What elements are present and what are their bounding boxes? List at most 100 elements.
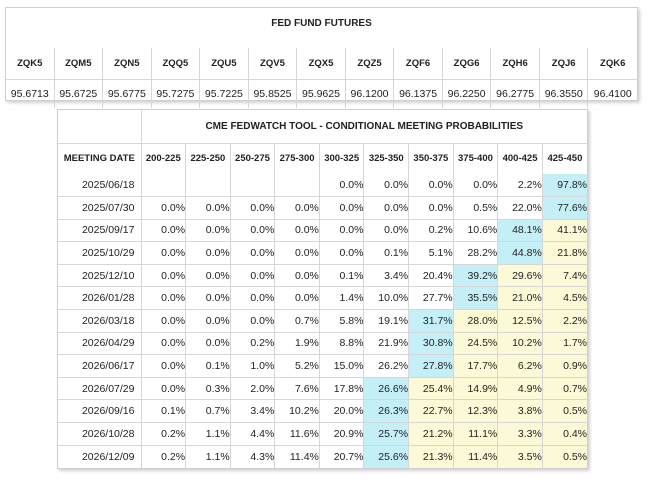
contract-code: ZQG6: [443, 48, 492, 79]
probability-cell: 20.0%: [318, 399, 365, 424]
probability-cell: [185, 174, 231, 198]
probability-cell: 0.0%: [140, 309, 187, 333]
probability-cell: 1.1%: [185, 422, 231, 446]
probability-cell: 5.8%: [318, 309, 365, 333]
probability-cell: 97.8%: [541, 174, 587, 198]
probability-cell: 0.1%: [185, 354, 231, 378]
probability-cell: 0.9%: [541, 354, 587, 378]
contract-price: 95.7275: [152, 80, 201, 108]
probability-cell: 0.5%: [541, 399, 587, 424]
probability-cell: 0.0%: [274, 218, 320, 243]
probability-cell: 4.5%: [541, 286, 587, 311]
fedwatch-title-row: CME FEDWATCH TOOL - CONDITIONAL MEETING …: [58, 110, 587, 144]
title-spacer-cell: [58, 110, 142, 144]
probability-cell: 12.5%: [497, 309, 543, 333]
probability-cell: 0.1%: [318, 263, 365, 288]
rate-range-header: 350-375: [408, 142, 454, 174]
probability-cell: 29.6%: [497, 263, 543, 288]
meeting-date: 2026/03/18: [58, 309, 142, 333]
meeting-date: 2026/01/28: [58, 286, 142, 311]
meeting-row: 2026/06/17 0.0% 0.1% 1.0% 5.2% 15.0% 26.2% 27.8…: [58, 354, 587, 378]
probability-cell: 22.7%: [408, 399, 454, 424]
probability-cell: 0.0%: [274, 263, 320, 288]
probability-cell: 0.0%: [229, 241, 276, 265]
probability-cell: 1.9%: [274, 331, 320, 356]
probability-cell: 0.4%: [541, 422, 587, 446]
contract-price: 96.1200: [346, 80, 395, 108]
rate-range-header: 425-450: [541, 142, 587, 174]
contract-code: ZQX5: [297, 48, 346, 79]
probability-cell: 1.4%: [318, 286, 365, 311]
rate-range-header: 400-425: [497, 142, 543, 174]
probability-cell: 0.0%: [140, 196, 187, 220]
contract-price: 95.6725: [55, 80, 104, 108]
probability-cell: 0.0%: [140, 286, 187, 311]
probability-cell: 44.8%: [497, 241, 543, 265]
probability-cell: 77.6%: [541, 196, 587, 220]
fedwatch-title: CME FEDWATCH TOOL - CONDITIONAL MEETING …: [140, 110, 587, 144]
probability-cell: 0.0%: [140, 241, 187, 265]
probability-cell: 0.2%: [140, 444, 187, 468]
probability-cell: 4.4%: [229, 422, 276, 446]
contract-price: 96.1375: [394, 80, 443, 108]
probability-cell: 4.9%: [497, 376, 543, 401]
contract-code: ZQU5: [200, 48, 249, 79]
probability-cell: 24.5%: [452, 331, 499, 356]
meeting-row: 2026/10/28 0.2% 1.1% 4.4% 11.6% 20.9% 25.7% 21.…: [58, 422, 587, 446]
probability-cell: 17.8%: [318, 376, 365, 401]
probability-cell: 15.0%: [318, 354, 365, 378]
fedwatch-body: 2025/06/18 0.0% 0.0% 0.0% 0.0% 2.2% 97.8% 2025/…: [58, 174, 587, 468]
contract-price: 95.7225: [200, 80, 249, 108]
meeting-row: 2025/07/30 0.0% 0.0% 0.0% 0.0% 0.0% 0.0% 0.0% 0.…: [58, 196, 587, 220]
probability-cell: [229, 174, 276, 198]
probability-cell: 0.0%: [185, 286, 231, 311]
probability-cell: 31.7%: [408, 309, 454, 333]
futures-title: FED FUND FUTURES: [271, 18, 372, 29]
probability-cell: 3.4%: [229, 399, 276, 424]
probability-cell: 22.0%: [497, 196, 543, 220]
probability-cell: 3.3%: [497, 422, 543, 446]
probability-cell: 0.0%: [363, 218, 410, 243]
probability-cell: 0.0%: [140, 354, 187, 378]
rate-range-header: 375-400: [452, 142, 499, 174]
probability-cell: 2.2%: [497, 174, 543, 198]
probability-cell: 7.6%: [274, 376, 320, 401]
probability-cell: 1.1%: [185, 444, 231, 468]
contract-price: 95.8525: [249, 80, 298, 108]
probability-cell: 21.9%: [363, 331, 410, 356]
probability-cell: 11.6%: [274, 422, 320, 446]
probability-cell: [140, 174, 187, 198]
rate-range-header: 250-275: [229, 142, 276, 174]
probability-cell: 0.2%: [408, 218, 454, 243]
rate-range-header: 225-250: [185, 142, 231, 174]
probability-cell: 0.0%: [185, 309, 231, 333]
probability-cell: 0.5%: [452, 196, 499, 220]
probability-cell: 19.1%: [363, 309, 410, 333]
probability-cell: 10.6%: [452, 218, 499, 243]
contract-price: 95.6713: [6, 80, 55, 108]
meeting-row: 2026/07/29 0.0% 0.3% 2.0% 7.6% 17.8% 26.6% 25.4…: [58, 376, 587, 401]
meeting-date: 2025/10/29: [58, 241, 142, 265]
contract-price: 95.6775: [103, 80, 152, 108]
fedwatch-header-row: MEETING DATE 200-225 225-250 250-275 275-30…: [58, 142, 587, 174]
fedwatch-panel: CME FEDWATCH TOOL - CONDITIONAL MEETING …: [57, 109, 588, 469]
probability-cell: 0.0%: [140, 376, 187, 401]
probability-cell: 0.2%: [140, 422, 187, 446]
probability-cell: 0.0%: [229, 286, 276, 311]
probability-cell: 1.7%: [541, 331, 587, 356]
probability-cell: 0.0%: [229, 218, 276, 243]
rate-range-header: 325-350: [363, 142, 410, 174]
meeting-row: 2025/06/18 0.0% 0.0% 0.0% 0.0% 2.2% 97.8%: [58, 174, 587, 198]
probability-cell: 0.7%: [274, 309, 320, 333]
rate-range-header: 300-325: [318, 142, 365, 174]
meeting-date: 2026/09/16: [58, 399, 142, 424]
probability-cell: 27.8%: [408, 354, 454, 378]
probability-cell: 7.4%: [541, 263, 587, 288]
contract-price: 96.2775: [491, 80, 540, 108]
meeting-row: 2025/12/10 0.0% 0.0% 0.0% 0.0% 0.1% 3.4% 20.4% 3…: [58, 263, 587, 288]
probability-cell: 20.4%: [408, 263, 454, 288]
meeting-row: 2026/12/09 0.2% 1.1% 4.3% 11.4% 20.7% 25.6% 21.…: [58, 444, 587, 468]
rate-range-header: 275-300: [274, 142, 320, 174]
probability-cell: 0.0%: [185, 241, 231, 265]
probability-cell: 3.4%: [363, 263, 410, 288]
